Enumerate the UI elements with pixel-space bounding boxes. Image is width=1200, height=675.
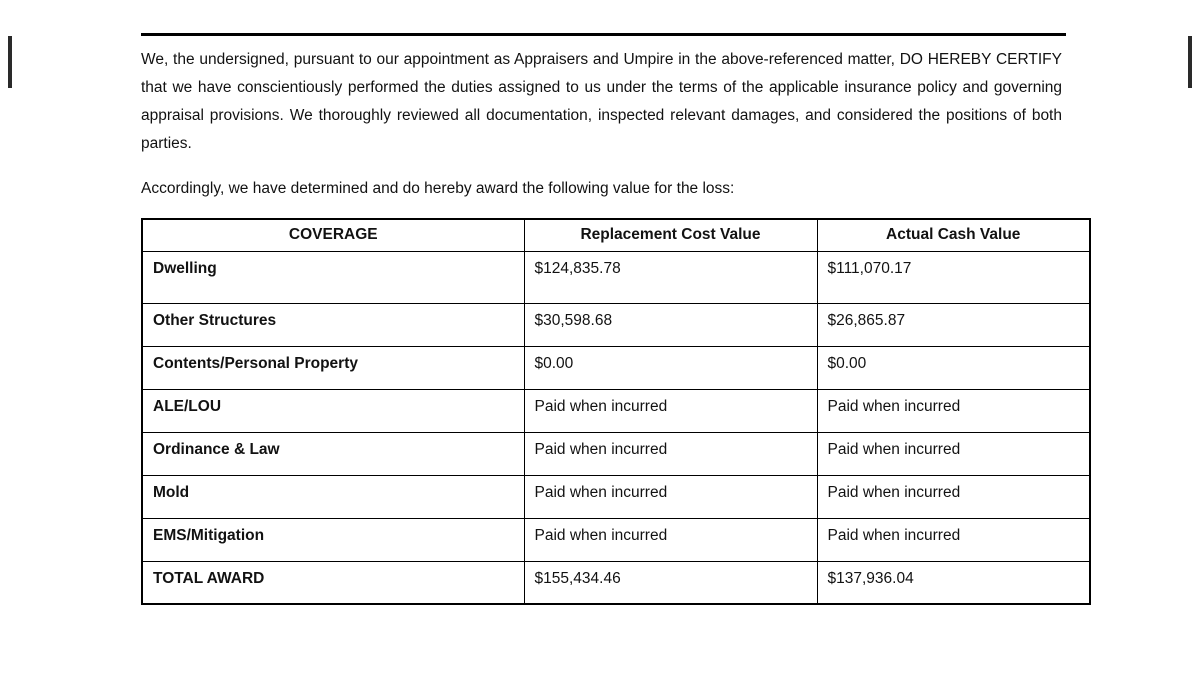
award-table: COVERAGE Replacement Cost Value Actual C… — [141, 218, 1091, 605]
table-row-dwelling: Dwelling $124,835.78 $111,070.17 — [141, 250, 1091, 304]
coverage-label: EMS/Mitigation — [141, 517, 525, 562]
rcv-value: Paid when incurred — [523, 517, 818, 562]
acv-value: Paid when incurred — [816, 388, 1091, 433]
coverage-label: Other Structures — [141, 302, 525, 347]
table-row-mold: Mold Paid when incurred Paid when incurr… — [141, 474, 1091, 519]
acv-value: Paid when incurred — [816, 474, 1091, 519]
rcv-value: $30,598.68 — [523, 302, 818, 347]
rcv-value: $0.00 — [523, 345, 818, 390]
right-page-edge-mark — [1188, 36, 1192, 88]
acv-value: $0.00 — [816, 345, 1091, 390]
coverage-label: Ordinance & Law — [141, 431, 525, 476]
column-header-coverage: COVERAGE — [141, 218, 525, 252]
column-header-replacement-cost-value: Replacement Cost Value — [523, 218, 818, 252]
table-row-total-award: TOTAL AWARD $155,434.46 $137,936.04 — [141, 560, 1091, 605]
document-page: We, the undersigned, pursuant to our app… — [141, 33, 1093, 605]
certification-paragraph: We, the undersigned, pursuant to our app… — [141, 51, 1062, 152]
table-header-row: COVERAGE Replacement Cost Value Actual C… — [141, 218, 1091, 252]
coverage-label: Mold — [141, 474, 525, 519]
acv-value: $26,865.87 — [816, 302, 1091, 347]
coverage-label: Dwelling — [141, 250, 525, 304]
award-intro-paragraph: Accordingly, we have determined and do h… — [141, 180, 735, 197]
rcv-value: Paid when incurred — [523, 474, 818, 519]
acv-value: $137,936.04 — [816, 560, 1091, 605]
table-row-ems-mitigation: EMS/Mitigation Paid when incurred Paid w… — [141, 517, 1091, 562]
coverage-label: Contents/Personal Property — [141, 345, 525, 390]
table-row-contents-personal-property: Contents/Personal Property $0.00 $0.00 — [141, 345, 1091, 390]
rcv-value: $124,835.78 — [523, 250, 818, 304]
rcv-value: Paid when incurred — [523, 388, 818, 433]
acv-value: Paid when incurred — [816, 517, 1091, 562]
table-row-other-structures: Other Structures $30,598.68 $26,865.87 — [141, 302, 1091, 347]
table-row-ale-lou: ALE/LOU Paid when incurred Paid when inc… — [141, 388, 1091, 433]
rcv-value: Paid when incurred — [523, 431, 818, 476]
acv-value: Paid when incurred — [816, 431, 1091, 476]
coverage-label: ALE/LOU — [141, 388, 525, 433]
coverage-label: TOTAL AWARD — [141, 560, 525, 605]
table-row-ordinance-law: Ordinance & Law Paid when incurred Paid … — [141, 431, 1091, 476]
column-header-actual-cash-value: Actual Cash Value — [816, 218, 1091, 252]
section-divider-rule — [141, 33, 1066, 36]
rcv-value: $155,434.46 — [523, 560, 818, 605]
acv-value: $111,070.17 — [816, 250, 1091, 304]
left-page-edge-mark — [8, 36, 12, 88]
